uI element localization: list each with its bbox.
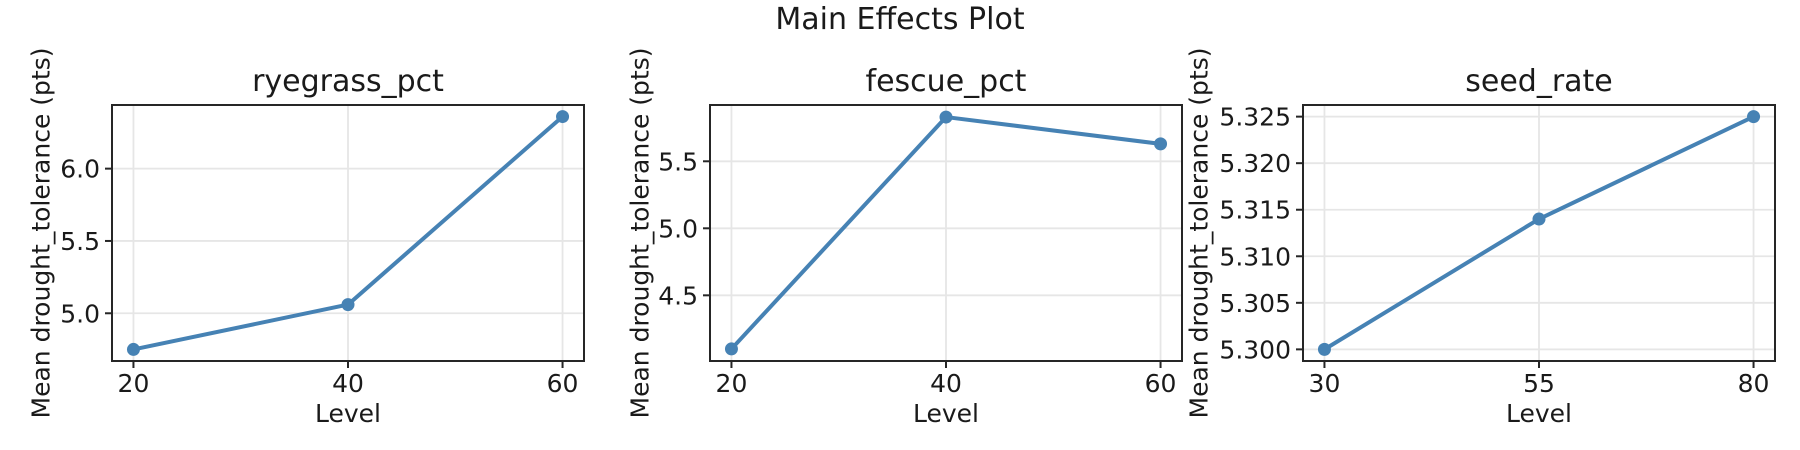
axes-title-seed-rate: seed_rate xyxy=(1465,64,1613,99)
data-point-marker xyxy=(556,110,570,124)
y-tick-label: 5.0 xyxy=(658,214,698,243)
y-axis-label-seed-rate: Mean drought_tolerance (pts) xyxy=(1184,47,1214,419)
data-point-marker xyxy=(126,342,140,356)
x-axis-label-seed-rate: Level xyxy=(1506,399,1572,428)
x-tick-label: 20 xyxy=(118,369,150,398)
x-axis-label-fescue-pct: Level xyxy=(913,399,979,428)
y-tick-label: 6.0 xyxy=(60,155,100,184)
data-point-marker xyxy=(724,342,738,356)
axes-title-fescue-pct: fescue_pct xyxy=(865,64,1027,99)
y-tick-label: 5.305 xyxy=(1219,289,1291,318)
x-tick-label: 55 xyxy=(1523,369,1555,398)
y-tick-label: 5.310 xyxy=(1219,242,1291,271)
data-point-marker xyxy=(939,110,953,124)
y-tick-label: 4.5 xyxy=(658,281,698,310)
x-tick-label: 60 xyxy=(547,369,579,398)
y-tick-label: 5.300 xyxy=(1219,335,1291,364)
plot-area-fescue-pct: 20 40 60 4.5 5.0 5.5 xyxy=(658,104,1183,398)
x-tick-label: 40 xyxy=(930,369,962,398)
data-point-marker xyxy=(1154,137,1168,151)
y-tick-label: 5.5 xyxy=(658,147,698,176)
x-tick-label: 60 xyxy=(1145,369,1177,398)
x-tick-label: 20 xyxy=(716,369,748,398)
y-tick-label: 5.5 xyxy=(60,227,100,256)
data-point-marker xyxy=(341,298,355,312)
x-tick-label: 30 xyxy=(1309,369,1341,398)
data-point-marker xyxy=(1532,212,1546,226)
y-tick-label: 5.320 xyxy=(1219,149,1291,178)
x-tick-label: 40 xyxy=(332,369,364,398)
axes-frame xyxy=(1302,104,1776,362)
figure-title: Main Effects Plot xyxy=(775,2,1025,37)
y-tick-label: 5.0 xyxy=(60,299,100,328)
y-tick-label: 5.315 xyxy=(1219,196,1291,225)
data-point-marker xyxy=(1317,342,1331,356)
axes-frame xyxy=(111,104,585,362)
x-tick-label: 80 xyxy=(1738,369,1770,398)
x-axis-label-ryegrass-pct: Level xyxy=(315,399,381,428)
plot-area-ryegrass-pct: 20 40 60 5.0 5.5 6.0 xyxy=(60,104,585,398)
plot-area-seed-rate: 30 55 80 5.300 5.305 5.310 5.315 5.320 5.325 xyxy=(1219,103,1776,398)
data-point-marker xyxy=(1747,110,1761,124)
y-tick-label: 5.325 xyxy=(1219,103,1291,132)
axes-frame xyxy=(709,104,1183,362)
axes-title-ryegrass-pct: ryegrass_pct xyxy=(252,64,444,99)
